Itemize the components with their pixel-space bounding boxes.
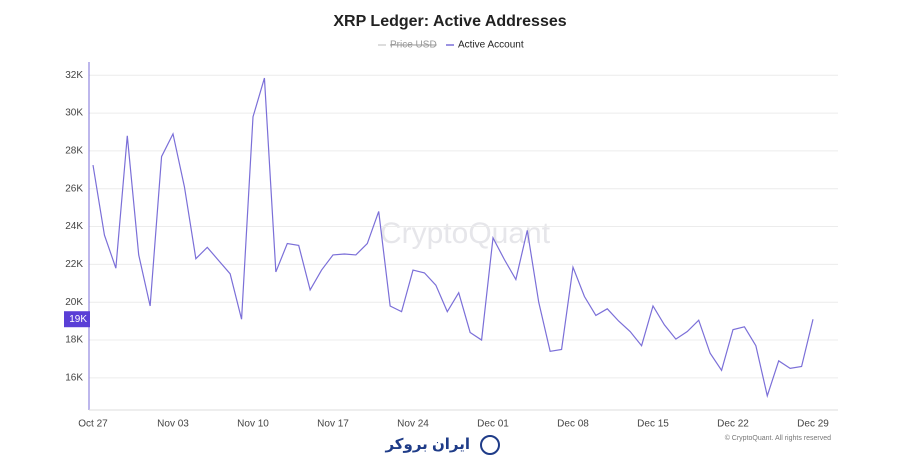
chart-title: XRP Ledger: Active Addresses [333, 13, 566, 30]
x-tick-label: Dec 01 [477, 419, 509, 430]
y-tick-label: 28K [65, 146, 83, 157]
x-tick-label: Nov 17 [317, 419, 349, 430]
x-tick-label: Dec 22 [717, 419, 749, 430]
y-tick-label: 30K [65, 108, 83, 119]
brand-logo [480, 435, 500, 455]
x-tick-label: Nov 03 [157, 419, 189, 430]
legend-item-hidden[interactable]: Price USD [390, 40, 437, 51]
plot: 16K 18K 20K 22K 24K 26K 28K 30K 32K Oct 27 Nov 03 N… [64, 62, 838, 430]
last-value-label: 19K [69, 314, 87, 325]
x-tick-label: Dec 29 [797, 419, 829, 430]
copyright: © CryptoQuant. All rights reserved [725, 434, 831, 442]
y-tick-label: 26K [65, 183, 83, 194]
line [92, 77, 814, 399]
x-tick-label: Oct 27 [78, 419, 108, 430]
x-tick-label: Dec 08 [557, 419, 589, 430]
y-tick-label: 24K [65, 221, 83, 232]
y-tick-label: 20K [65, 297, 83, 308]
y-tick-label: 32K [65, 70, 83, 81]
y-tick-label: 16K [65, 372, 83, 383]
watermark: CryptoQuant [380, 217, 551, 250]
brand: ایران بروکر [384, 436, 470, 453]
last-value-badge [64, 311, 90, 328]
y-tick-label: 22K [65, 259, 83, 270]
x-tick-label: Nov 24 [397, 419, 429, 430]
y-tick-label: 18K [65, 335, 83, 346]
x-tick-label: Dec 15 [637, 419, 669, 430]
x-tick-label: Nov 10 [237, 419, 269, 430]
legend-item[interactable]: Active Account [458, 40, 524, 51]
